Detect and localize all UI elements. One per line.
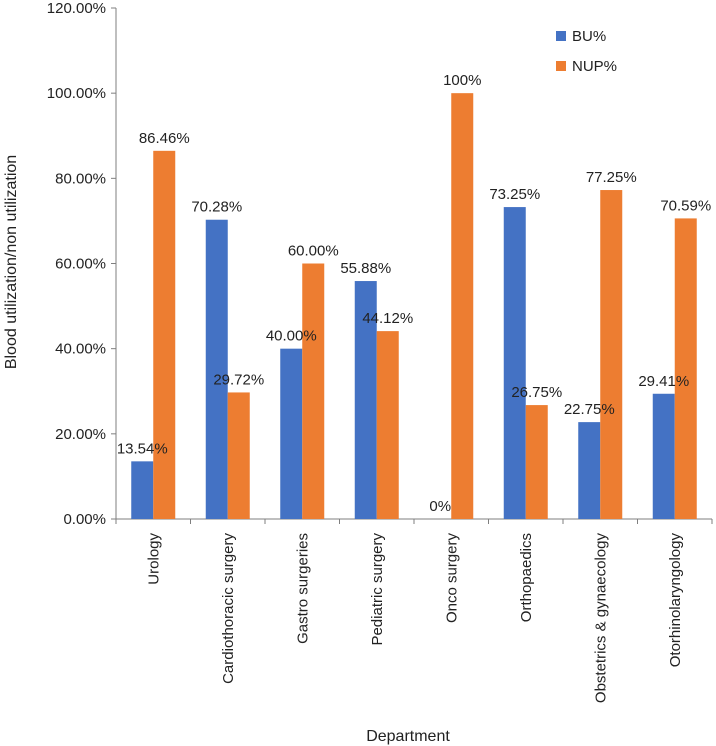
data-labels: 13.54% 86.46% 70.28% 29.72% 40.00% 60.00%55.8… [117, 72, 711, 515]
bar-nup [302, 263, 325, 519]
bar-bu [652, 393, 675, 519]
legend-label: BU% [572, 28, 606, 45]
y-tick-label: 100.00% [47, 85, 106, 102]
data-label: 29.41% [638, 373, 689, 390]
data-label: 55.88% [340, 260, 391, 277]
bar-bu [503, 207, 526, 519]
legend: BU% NUP% [556, 28, 617, 75]
bars [131, 93, 697, 520]
x-axis-title: Department [366, 728, 450, 745]
data-label: 13.54% [117, 440, 168, 457]
category-label: Urology [145, 533, 162, 585]
data-label: 77.25% [586, 169, 637, 186]
bar-bu [131, 461, 154, 519]
legend-swatch [556, 31, 566, 41]
y-tick-label: 20.00% [55, 426, 106, 443]
category-labels: Urology Cardiothoracic surgery Gastro surg… [115, 519, 713, 704]
bar-bu [205, 219, 228, 519]
category-label: Pediatric surgery [369, 533, 386, 646]
data-label: 29.72% [213, 371, 264, 388]
bar-nup [525, 405, 548, 519]
bar-nup [153, 150, 176, 519]
bar-nup [451, 93, 474, 520]
category-label: Cardiothoracic surgery [220, 533, 237, 684]
data-label: 70.28% [191, 199, 242, 216]
data-label: 73.25% [489, 186, 540, 203]
data-label: 86.46% [139, 130, 190, 147]
bar-bu [578, 422, 601, 519]
y-tick-label: 40.00% [55, 341, 106, 358]
legend-label: NUP% [572, 58, 617, 75]
category-label: Gastro surgeries [294, 533, 311, 644]
category-label: Obstetrics & gynaecology [592, 533, 609, 704]
data-label: 60.00% [288, 243, 339, 260]
data-label: 0% [429, 498, 451, 515]
bar-nup [376, 331, 399, 519]
data-label: 22.75% [564, 401, 615, 418]
y-tick-label: 80.00% [55, 170, 106, 187]
y-axis-title: Blood utilization/non utilization [3, 155, 20, 369]
data-label: 40.00% [266, 328, 317, 345]
bar-bu [354, 281, 377, 519]
y-tick-label: 120.00% [47, 0, 106, 17]
y-tick-label: 60.00% [55, 256, 106, 273]
bar-nup [227, 392, 250, 519]
legend-swatch [556, 61, 566, 71]
y-tick-label: 0.00% [63, 511, 106, 528]
category-label: Otorhinolaryngology [667, 533, 684, 668]
data-label: 26.75% [511, 384, 562, 401]
data-label: 70.59% [660, 197, 711, 214]
category-label: Orthopaedics [518, 533, 535, 622]
category-label: Onco surgery [443, 533, 460, 624]
data-label: 44.12% [362, 310, 413, 327]
bar-nup [674, 218, 697, 520]
bar-bu [280, 348, 303, 519]
bar-nup [600, 190, 623, 519]
data-label: 100% [443, 72, 481, 89]
